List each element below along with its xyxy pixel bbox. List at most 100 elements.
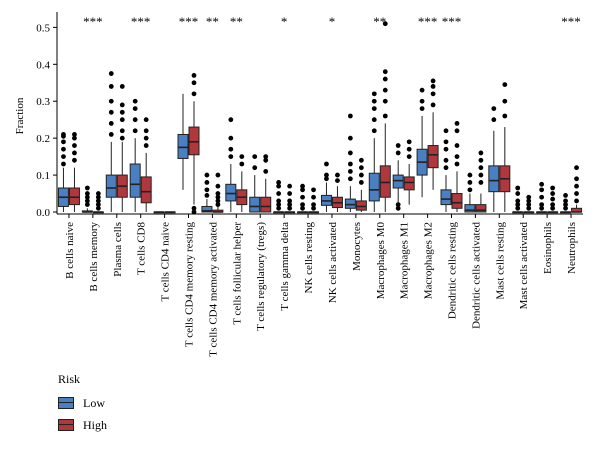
outlier-point xyxy=(347,150,353,156)
outlier-point xyxy=(108,120,114,126)
y-tick-label: 0.4 xyxy=(36,59,50,71)
x-category-label: B cells naive xyxy=(64,222,76,279)
outlier-point xyxy=(263,157,269,163)
box-high xyxy=(475,204,487,213)
significance-label: ** xyxy=(373,14,386,29)
significance-label: ** xyxy=(206,14,219,29)
outlier-point xyxy=(515,205,521,211)
outlier-point xyxy=(563,202,568,208)
x-category-label: Mast cells activated xyxy=(518,222,530,310)
outlier-point xyxy=(335,172,340,178)
outlier-point xyxy=(300,183,305,189)
outlier-point xyxy=(204,192,210,198)
outlier-point xyxy=(61,139,66,145)
outlier-point xyxy=(382,69,388,75)
x-category-label: Mast cells resting xyxy=(494,222,506,300)
outlier-point xyxy=(119,109,125,115)
outlier-point xyxy=(430,102,436,108)
outlier-point xyxy=(574,165,579,171)
outlier-point xyxy=(406,139,412,145)
outlier-point xyxy=(311,202,316,208)
outlier-point xyxy=(72,157,77,163)
significance-label: * xyxy=(329,14,336,29)
x-category-label: Neutrophils xyxy=(566,222,578,274)
outlier-point xyxy=(395,205,401,211)
outlier-point xyxy=(430,91,436,97)
outlier-point xyxy=(478,150,484,156)
outlier-point xyxy=(108,109,114,115)
outlier-point xyxy=(132,117,138,123)
outlier-point xyxy=(300,202,305,208)
outlier-point xyxy=(358,165,364,171)
outlier-point xyxy=(119,128,125,134)
outlier-point xyxy=(478,172,484,178)
outlier-point xyxy=(371,106,377,112)
box-low xyxy=(392,174,404,189)
outlier-point xyxy=(467,180,473,185)
outlier-point xyxy=(371,91,377,97)
x-category-label: T cells follicular helper xyxy=(231,222,243,325)
y-tick-label: 0.1 xyxy=(36,170,50,182)
outlier-point xyxy=(563,198,568,204)
outlier-point xyxy=(443,157,449,163)
outlier-point xyxy=(406,154,412,160)
outlier-point xyxy=(395,202,401,208)
outlier-point xyxy=(574,191,579,196)
outlier-point xyxy=(358,172,364,178)
outlier-point xyxy=(204,180,210,185)
outlier-point xyxy=(276,205,282,211)
outlier-point xyxy=(478,157,484,163)
outlier-point xyxy=(443,165,449,171)
outlier-point xyxy=(300,187,305,193)
outlier-point xyxy=(132,106,138,112)
outlier-point xyxy=(454,120,460,126)
legend-label-low: Low xyxy=(83,395,105,410)
outlier-point xyxy=(406,146,412,152)
outlier-point xyxy=(276,183,282,189)
significance-label: *** xyxy=(561,14,581,29)
outlier-point xyxy=(72,132,77,137)
outlier-point xyxy=(311,205,316,211)
outlier-point xyxy=(215,198,221,204)
outlier-point xyxy=(526,205,532,211)
outlier-point xyxy=(252,154,258,160)
x-category-label: T cells CD4 memory activated xyxy=(207,222,219,357)
box-high xyxy=(140,176,152,204)
box-high xyxy=(68,187,80,206)
outlier-point xyxy=(132,98,138,104)
box-high xyxy=(403,176,415,191)
box-low xyxy=(225,183,237,202)
outlier-point xyxy=(215,183,221,189)
x-category-label: Macrophages M2 xyxy=(423,222,435,299)
x-category-label: Plasma cells xyxy=(112,222,124,277)
legend-label-high: High xyxy=(83,417,107,432)
outlier-point xyxy=(491,117,497,123)
outlier-point xyxy=(287,205,293,211)
outlier-point xyxy=(563,192,568,198)
outlier-point xyxy=(228,146,234,152)
outlier-point xyxy=(95,202,101,208)
x-category-label: Eosinophils xyxy=(542,222,554,274)
box-high xyxy=(379,165,391,198)
box-low xyxy=(368,172,380,202)
outlier-point xyxy=(347,168,353,174)
significance-label: *** xyxy=(442,14,462,29)
outlier-point xyxy=(204,172,210,178)
box-low xyxy=(177,133,189,159)
outlier-point xyxy=(143,128,149,134)
outlier-point xyxy=(324,172,329,178)
outlier-point xyxy=(239,154,245,160)
outlier-point xyxy=(276,198,282,204)
box-low xyxy=(129,163,141,198)
y-axis-title: Fraction xyxy=(14,97,26,134)
outlier-point xyxy=(72,135,77,141)
significance-label: *** xyxy=(83,14,103,29)
outlier-point xyxy=(287,198,293,204)
outlier-point xyxy=(276,191,282,196)
x-category-label: T cells CD8 xyxy=(136,222,148,275)
outlier-point xyxy=(108,84,114,89)
outlier-point xyxy=(371,117,377,123)
outlier-point xyxy=(84,191,90,196)
outlier-point xyxy=(276,180,282,185)
